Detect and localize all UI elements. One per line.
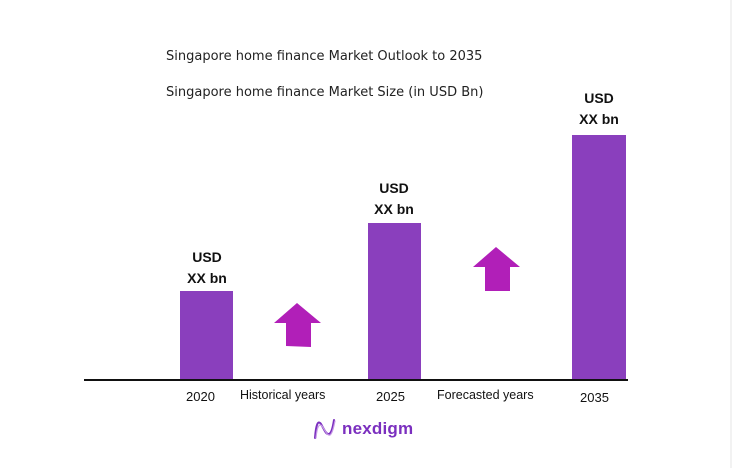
bar-value-label-2020: USD XX bn [167, 247, 247, 289]
up-arrow-icon-historical [274, 303, 321, 347]
right-edge-divider [730, 0, 732, 468]
annotation-forecasted-years: Forecasted years [437, 388, 534, 402]
value-amount: XX bn [374, 201, 414, 217]
bar-2035 [572, 135, 626, 380]
wave-n-icon [314, 419, 336, 439]
value-currency: USD [584, 90, 614, 106]
bar-value-label-2035: USD XX bn [559, 88, 639, 130]
x-tick-2035: 2035 [580, 390, 609, 405]
x-tick-2020: 2020 [186, 389, 215, 404]
bar-value-label-2025: USD XX bn [354, 178, 434, 220]
nexdigm-logo: nexdigm [313, 418, 413, 440]
x-tick-2025: 2025 [376, 389, 405, 404]
value-currency: USD [379, 180, 409, 196]
chart-subtitle: Singapore home finance Market Size (in U… [166, 85, 484, 100]
value-amount: XX bn [187, 270, 227, 286]
chart-title: Singapore home finance Market Outlook to… [166, 49, 483, 64]
value-amount: XX bn [579, 111, 619, 127]
bar-2025 [368, 223, 421, 380]
up-arrow-icon-forecast [473, 247, 520, 291]
annotation-historical-years: Historical years [240, 388, 326, 402]
x-axis-baseline [84, 379, 628, 381]
value-currency: USD [192, 249, 222, 265]
logo-text: nexdigm [342, 419, 414, 438]
bar-2020 [180, 291, 233, 380]
